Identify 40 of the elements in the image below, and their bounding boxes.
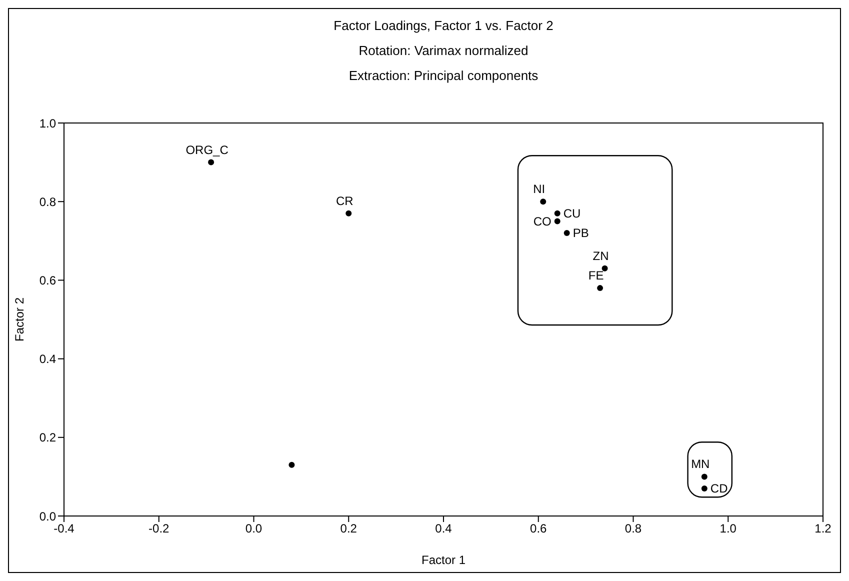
point [564,230,570,236]
point [597,285,604,292]
series-label: FE [588,268,604,283]
series-label: CD [710,481,728,496]
x-tick-label: 0.0 [245,522,262,536]
series-label: CO [533,214,552,228]
series-label: PB [572,226,589,240]
y-axis-title: Factor 2 [12,297,26,342]
x-tick-label: -0.4 [54,522,75,536]
series-label: ORG_C [186,142,229,157]
point [701,474,708,480]
x-axis-title: Factor 1 [421,553,466,567]
x-tick-label: 0.4 [435,522,452,536]
series-label: MN [691,457,710,472]
y-tick-label: 0.8 [39,194,56,209]
series-label: ZN [592,248,609,263]
series-label: CU [563,206,581,220]
x-tick-label: -0.2 [148,522,170,536]
y-tick-label: 1.0 [39,116,56,130]
chart-title: Factor Loadings, Factor 1 vs. Factor 2 [332,17,554,35]
point [602,265,608,272]
y-tick-label: 0.0 [39,509,56,524]
point [701,485,708,492]
point [554,210,560,216]
point [288,462,295,468]
x-tick-label: 0.6 [530,522,548,536]
point [346,210,352,216]
point [208,159,214,166]
point [540,198,546,205]
y-tick-label: 0.6 [39,273,56,288]
chart-subtitle: Rotation: Varimax normalized Extraction: Principal components [348,42,540,85]
x-tick-label: 1.0 [720,522,737,536]
series-label: NI [533,182,546,196]
x-tick-label: 1.2 [814,522,832,536]
x-tick-label: 0.8 [624,522,642,536]
y-tick-label: 0.2 [39,430,56,445]
series-label: CR [336,194,354,208]
point [554,218,560,224]
y-tick-label: 0.4 [39,352,56,366]
x-tick-label: 0.2 [340,522,358,536]
